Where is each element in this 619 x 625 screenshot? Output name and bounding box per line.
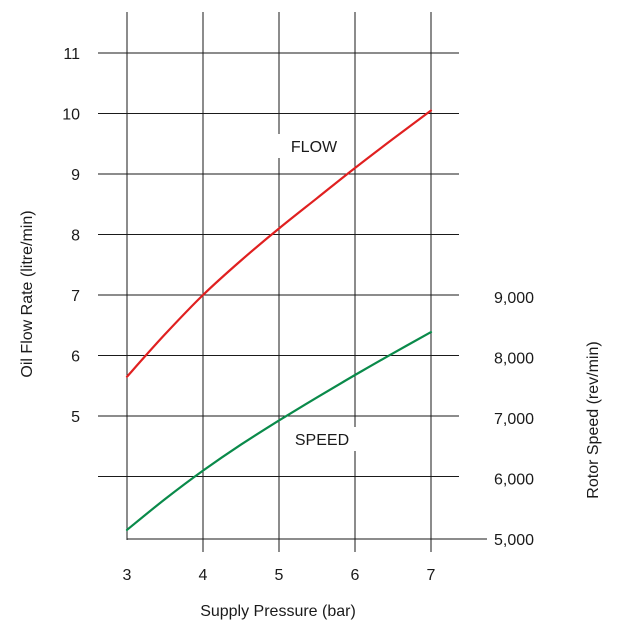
flow-series-line bbox=[125, 109, 433, 378]
y-tick-label: 9 bbox=[71, 167, 80, 184]
x-axis-title: Supply Pressure (bar) bbox=[200, 603, 356, 620]
y2-tick-label: 9,000 bbox=[494, 290, 534, 307]
y2-tick-label: 5,000 bbox=[494, 532, 534, 549]
speed-annotation: SPEED bbox=[295, 432, 349, 449]
x-tick-label: 6 bbox=[351, 567, 360, 584]
y2-tick-label: 7,000 bbox=[494, 411, 534, 428]
x-tick-label: 5 bbox=[275, 567, 284, 584]
speed-series-line bbox=[125, 331, 433, 531]
x-tick-label: 7 bbox=[427, 567, 436, 584]
series-annotations: FLOW SPEED bbox=[276, 134, 360, 451]
x-tick-label: 3 bbox=[123, 567, 132, 584]
annotation-background bbox=[276, 134, 352, 158]
y2-tick-label: 8,000 bbox=[494, 351, 534, 368]
y2-tick-label: 6,000 bbox=[494, 472, 534, 489]
y-tick-label: 7 bbox=[71, 288, 80, 305]
y2-axis-title: Rotor Speed (rev/min) bbox=[585, 341, 602, 498]
series-lines bbox=[125, 109, 433, 531]
y-tick-label: 11 bbox=[63, 46, 80, 63]
flow-annotation: FLOW bbox=[291, 139, 338, 156]
y-tick-label: 8 bbox=[71, 228, 80, 245]
y-axis-title: Oil Flow Rate (litre/min) bbox=[19, 210, 36, 377]
annotation-background bbox=[284, 427, 360, 451]
x-tick-label: 4 bbox=[199, 567, 208, 584]
y-tick-label: 10 bbox=[62, 107, 80, 124]
y-tick-label: 6 bbox=[71, 349, 80, 366]
tick-labels: 3 4 5 6 7 5 6 7 8 9 10 11 5,000 6,000 7,000 8,000 9,000 bbox=[62, 46, 534, 584]
grid bbox=[98, 12, 487, 552]
y-tick-label: 5 bbox=[71, 409, 80, 426]
